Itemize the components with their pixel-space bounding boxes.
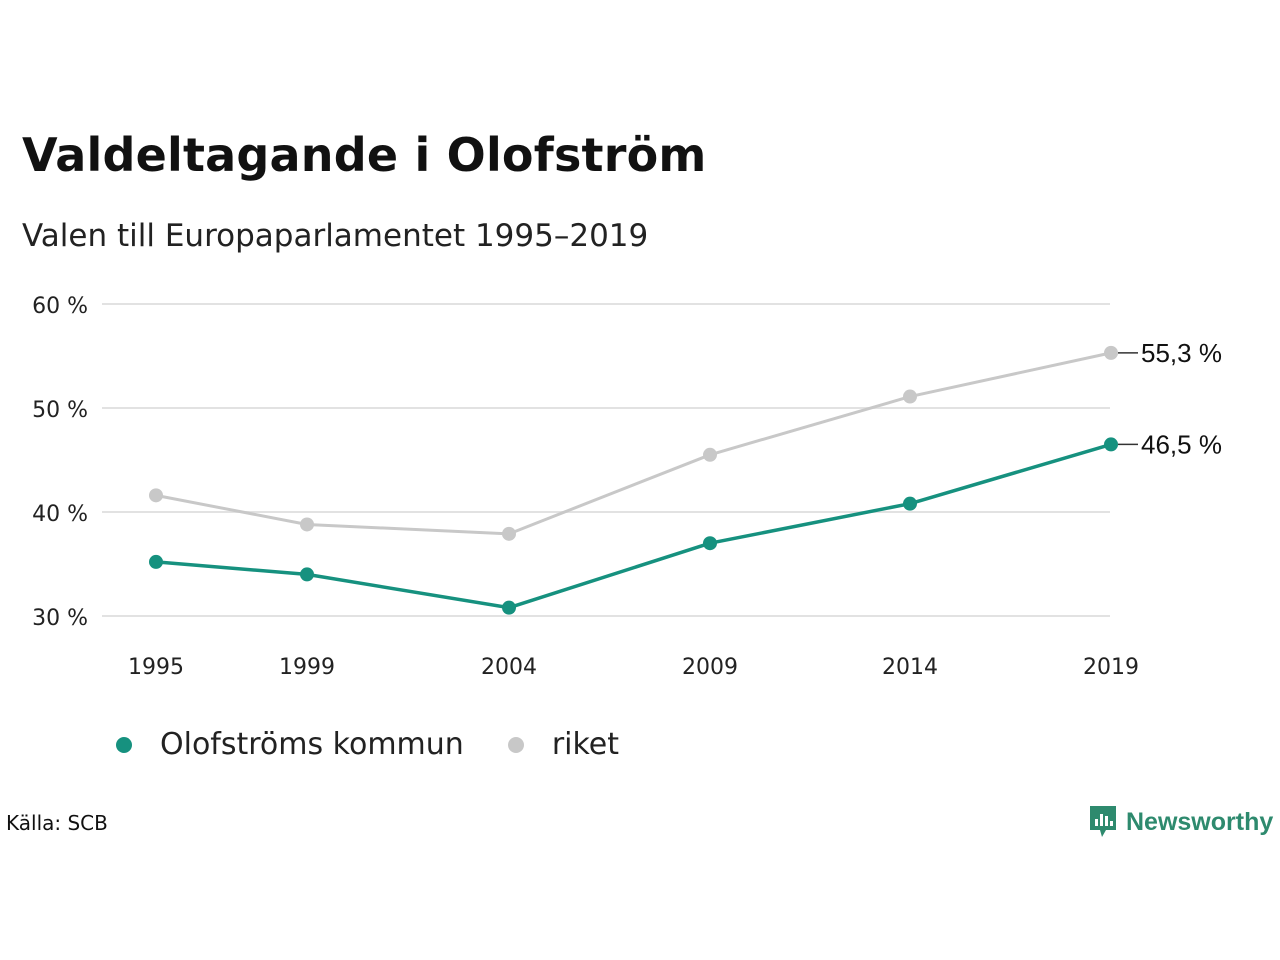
- end-label-olofstrom: 46,5 %: [1141, 429, 1222, 459]
- x-tick-label: 1999: [279, 655, 335, 680]
- data-point-olofstrom: [502, 600, 516, 615]
- x-tick-label: 1995: [128, 655, 184, 680]
- end-label-riket: 55,3 %: [1141, 338, 1222, 368]
- data-point-riket: [903, 389, 917, 404]
- legend-label-riket: riket: [551, 727, 620, 762]
- y-tick-label: 40 %: [32, 502, 88, 527]
- newsworthy-logo-icon: [1090, 806, 1116, 837]
- x-tick-label: 2019: [1083, 655, 1139, 680]
- legend-item-riket: riket: [507, 727, 620, 762]
- chart-title: Valdeltagande i Olofström: [22, 128, 707, 182]
- y-tick-label: 50 %: [32, 398, 88, 423]
- data-point-riket: [1104, 345, 1118, 360]
- brand-name: Newsworthy: [1126, 807, 1274, 836]
- y-tick-label: 30 %: [32, 606, 88, 631]
- source-note: Källa: SCB: [6, 811, 108, 835]
- data-point-olofstrom: [1104, 437, 1118, 452]
- data-point-riket: [502, 526, 516, 541]
- x-tick-label: 2009: [682, 655, 738, 680]
- brand-logo: Newsworthy: [1088, 804, 1273, 840]
- legend-dot-riket: [507, 736, 524, 753]
- x-tick-label: 2004: [481, 655, 537, 680]
- legend-dot-olofstrom: [116, 736, 132, 753]
- y-tick-label: 60 %: [32, 294, 88, 319]
- data-point-olofstrom: [149, 554, 163, 569]
- data-point-riket: [149, 488, 163, 503]
- legend-item-olofstrom: Olofströms kommun: [116, 727, 464, 762]
- data-point-riket: [703, 447, 717, 462]
- legend-label-olofstrom: Olofströms kommun: [160, 727, 464, 762]
- data-point-olofstrom: [903, 496, 917, 511]
- data-point-riket: [300, 517, 314, 532]
- chart-subtitle: Valen till Europaparlamentet 1995–2019: [22, 218, 649, 254]
- series-line-riket: [155, 351, 1112, 536]
- series-line-olofstrom: [155, 442, 1112, 610]
- legend: Olofströms kommun riket: [116, 727, 663, 762]
- data-point-olofstrom: [703, 536, 717, 551]
- x-tick-label: 2014: [882, 655, 938, 680]
- data-point-olofstrom: [300, 567, 314, 582]
